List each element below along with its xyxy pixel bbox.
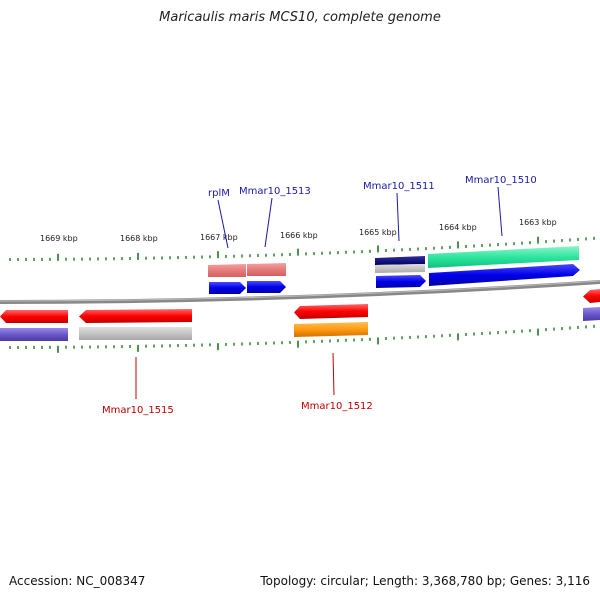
- gene-mmar10-1510-block[interactable]: [428, 246, 579, 268]
- scale-label-1666: 1666 kbp: [280, 231, 318, 240]
- reverse-strand-features: [0, 289, 600, 341]
- page-title: Maricaulis maris MCS10, complete genome: [159, 10, 441, 25]
- gene-left-block-purple[interactable]: [0, 328, 68, 341]
- scale-label-1663: 1663 kbp: [519, 218, 557, 227]
- leader-rplM: [217, 199, 229, 249]
- outer-tick-ring: [9, 236, 595, 261]
- gene-mmar10-1511-cds[interactable]: [376, 275, 426, 288]
- leader-mmar10-1510: [497, 186, 503, 237]
- leader-mmar10-1512: [332, 352, 335, 396]
- gene-mmar10-1511-block[interactable]: [375, 256, 425, 265]
- accession-text: Accession: NC_008347: [9, 574, 146, 588]
- scale-label-1665: 1665 kbp: [359, 228, 397, 237]
- label-mmar10-1511[interactable]: Mmar10_1511: [363, 181, 435, 192]
- gene-mmar10-1515-block[interactable]: [79, 327, 192, 340]
- genome-summary-text: Topology: circular; Length: 3,368,780 bp…: [260, 574, 590, 588]
- leader-mmar10-1513: [264, 197, 273, 248]
- scale-label-1664: 1664 kbp: [439, 223, 477, 232]
- gene-mmar10-1512-cds[interactable]: [294, 304, 368, 319]
- label-mmar10-1515[interactable]: Mmar10_1515: [102, 405, 174, 416]
- forward-strand-features: [208, 246, 580, 294]
- scale-label-1667: 1667 kbp: [200, 233, 238, 242]
- gene-mmar10-1515-cds[interactable]: [79, 309, 192, 323]
- genome-backbone: [0, 280, 600, 304]
- gene-right-block-purple[interactable]: [583, 307, 600, 321]
- gene-mmar10-1512-block[interactable]: [294, 322, 368, 337]
- leader-mmar10-1511: [396, 192, 400, 242]
- scale-label-1668: 1668 kbp: [120, 234, 158, 243]
- label-mmar10-1513[interactable]: Mmar10_1513: [239, 186, 311, 197]
- gene-mmar10-1513-rna-block[interactable]: [247, 263, 286, 276]
- genome-backbone-highlight: [0, 280, 600, 302]
- inner-tick-ring: [9, 324, 595, 353]
- gene-rplM-cds[interactable]: [209, 282, 246, 294]
- gene-rplM-rna-block[interactable]: [208, 264, 246, 277]
- gene-mmar10-1510-cds[interactable]: [429, 264, 580, 286]
- label-mmar10-1510[interactable]: Mmar10_1510: [465, 175, 537, 186]
- gene-mmar10-1511-gray-block[interactable]: [375, 264, 425, 273]
- label-leader-lines: [135, 186, 503, 399]
- gene-mmar10-1513-cds[interactable]: [247, 281, 286, 293]
- scale-label-1669: 1669 kbp: [40, 234, 78, 243]
- gene-left-cds-reverse[interactable]: [0, 310, 68, 323]
- label-rplM[interactable]: rplM: [208, 188, 230, 199]
- label-mmar10-1512[interactable]: Mmar10_1512: [301, 401, 373, 412]
- gene-right-cds-reverse[interactable]: [583, 289, 600, 303]
